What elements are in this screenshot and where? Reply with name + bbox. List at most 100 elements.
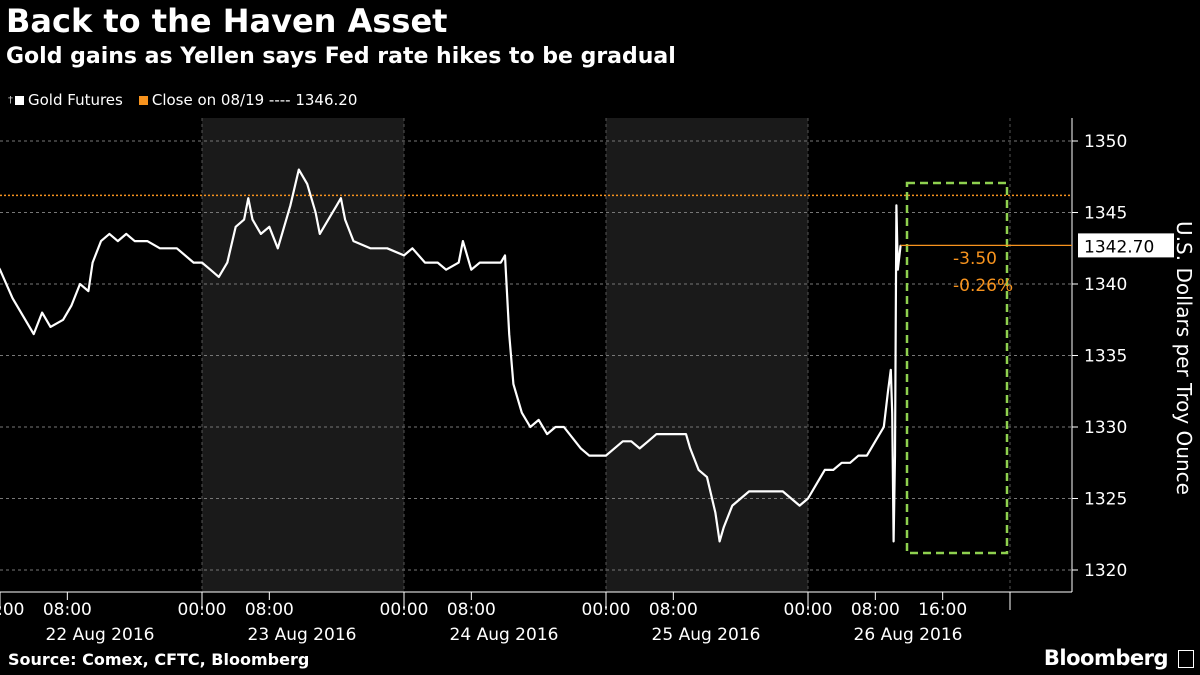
series-point xyxy=(234,226,237,228)
series-point xyxy=(882,426,885,428)
x-tick-time-label: 00:00 xyxy=(0,600,25,620)
value-labels: 1342.70 -3.50 -0.26% xyxy=(900,233,1174,296)
series-point xyxy=(718,540,721,543)
y-tick-label: 1340 xyxy=(1084,275,1127,295)
series-point xyxy=(529,426,532,428)
series-point xyxy=(723,526,725,528)
series-point xyxy=(731,504,734,507)
series-point xyxy=(386,247,388,250)
series-point xyxy=(445,268,447,271)
series-point xyxy=(689,447,691,450)
x-tick-date-label: 23 Aug 2016 xyxy=(248,625,357,645)
series-point xyxy=(100,240,102,242)
series-point xyxy=(470,268,473,271)
y-tick-label: 1320 xyxy=(1084,561,1127,581)
series-point xyxy=(894,454,896,457)
legend-label-close: Close on 08/19 ---- 1346.20 xyxy=(151,91,358,109)
legend: † Gold Futures Close on 08/19 ---- 1346.… xyxy=(8,91,373,109)
series-point xyxy=(289,204,292,207)
series-point xyxy=(508,333,511,335)
x-tick-time-label: 16:00 xyxy=(918,600,967,620)
series-point xyxy=(537,419,540,421)
series-point xyxy=(209,268,212,271)
series-point xyxy=(554,426,557,428)
series-point xyxy=(849,461,851,464)
x-tick-time-label: 08:00 xyxy=(245,600,294,620)
legend-item-close: Close on 08/19 ---- 1346.20 xyxy=(138,91,358,109)
series-point xyxy=(891,411,893,414)
last-value-label: 1342.70 xyxy=(1084,237,1154,257)
series-point xyxy=(327,218,330,221)
series-point xyxy=(605,454,607,457)
legend-label-gold-futures: Gold Futures xyxy=(28,91,123,109)
y-tick-label: 1325 xyxy=(1084,490,1127,510)
series-point xyxy=(491,261,494,264)
y-tick-label: 1335 xyxy=(1084,347,1127,367)
legend-handle-icon: † xyxy=(8,94,13,106)
series-point xyxy=(369,247,372,250)
series-point xyxy=(424,261,426,264)
legend-swatch-gold-futures xyxy=(15,95,24,105)
source-note: Source: Comex, CFTC, Bloomberg xyxy=(8,650,310,669)
change-label: -3.50 xyxy=(953,249,997,269)
series-point xyxy=(895,204,898,207)
gridlines xyxy=(0,118,1072,592)
series-point xyxy=(41,311,43,314)
series-point xyxy=(714,512,717,514)
series-point xyxy=(436,261,439,264)
axes: 1320 1325 1330 1335 1340 1345 1350 00:00 22 Aug … xyxy=(0,118,1127,645)
series-point xyxy=(798,504,801,507)
series-point xyxy=(32,333,35,335)
series-point xyxy=(344,218,346,221)
series-point xyxy=(499,261,502,264)
series-point xyxy=(306,183,309,185)
series-point xyxy=(857,454,860,457)
series-point xyxy=(781,490,784,493)
change-label: -0.26% xyxy=(953,276,1013,296)
last-value-box xyxy=(1078,233,1174,258)
x-tick-time-label: 08:00 xyxy=(649,600,698,620)
chart-subtitle: Gold gains as Yellen says Fed rate hikes… xyxy=(6,44,676,69)
series-point xyxy=(117,240,119,242)
series-point xyxy=(887,390,889,393)
series-point xyxy=(521,411,523,414)
series-point xyxy=(504,254,506,257)
series-point xyxy=(840,461,843,464)
series-point xyxy=(352,240,355,242)
series-point xyxy=(462,240,464,242)
series-point xyxy=(622,440,624,443)
series-point xyxy=(676,433,679,435)
series-point xyxy=(866,454,868,457)
series-point xyxy=(175,247,178,250)
series-point xyxy=(87,290,90,292)
series-point xyxy=(218,276,220,278)
series-point xyxy=(314,211,317,214)
series-point xyxy=(466,254,468,257)
series-point xyxy=(769,490,771,493)
x-tick-time-label: 08:00 xyxy=(447,600,496,620)
y-tick-label: 1345 xyxy=(1084,204,1127,224)
series-point xyxy=(243,218,245,221)
series-point xyxy=(896,268,899,271)
y-tick-label: 1350 xyxy=(1084,132,1127,152)
series-point xyxy=(319,233,321,235)
bloomberg-logo: Bloomberg xyxy=(1043,646,1169,670)
series-point xyxy=(125,233,128,235)
series-point xyxy=(563,426,565,428)
series-point xyxy=(638,447,641,450)
series-point xyxy=(192,261,195,264)
series-point xyxy=(335,204,338,207)
series-point xyxy=(478,261,481,264)
series-point xyxy=(146,240,149,242)
series-point xyxy=(159,247,161,250)
series-point xyxy=(247,197,250,199)
series-point xyxy=(647,440,649,443)
x-tick-time-label: 08:00 xyxy=(43,600,92,620)
series-point xyxy=(588,454,590,457)
series-point xyxy=(892,540,895,543)
series-point xyxy=(340,197,342,199)
x-tick-time-label: 08:00 xyxy=(851,600,900,620)
series-point xyxy=(62,318,64,321)
series-point xyxy=(832,469,835,471)
